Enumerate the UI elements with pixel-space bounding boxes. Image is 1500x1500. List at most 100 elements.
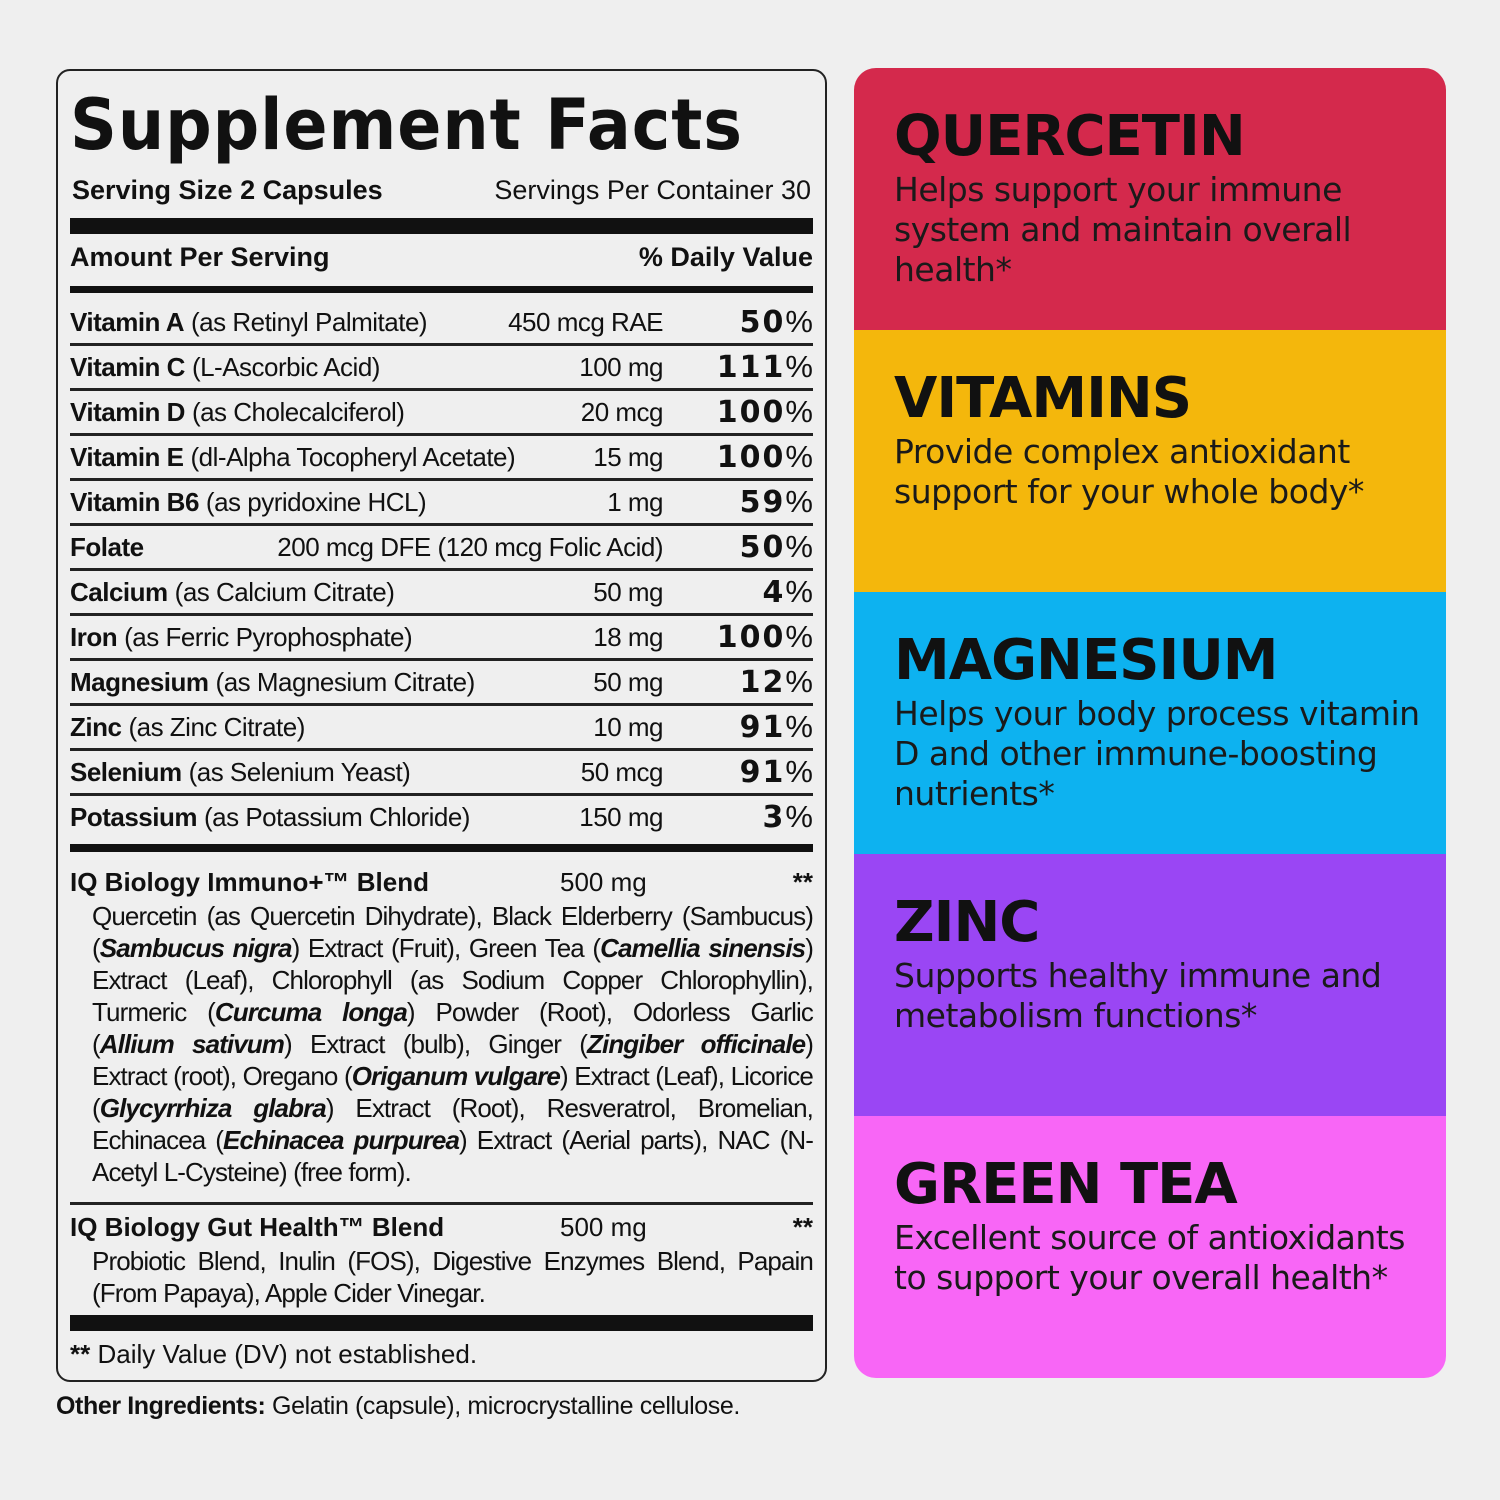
nutrient-row: Iron (as Ferric Pyrophosphate) 18 mg 100% (70, 616, 813, 661)
highlight-card-quercetin: QUERCETIN Helps support your immune syste… (854, 68, 1446, 330)
highlight-description: Excellent source of antioxidants to supp… (894, 1218, 1405, 1297)
nutrient-daily-value: 91% (663, 709, 813, 745)
blend-name: IQ Biology Immuno+™ Blend (70, 866, 429, 897)
percent-sign: % (785, 484, 813, 519)
highlights-panel: QUERCETIN Helps support your immune syste… (854, 68, 1446, 1378)
nutrient-daily-value: 59% (663, 484, 813, 520)
nutrient-amount: 200 mcg DFE (120 mcg Folic Acid) (277, 531, 663, 562)
nutrient-amount: 150 mg (579, 801, 663, 832)
nutrient-name: Zinc (70, 711, 122, 742)
nutrient-row: Vitamin E (dl-Alpha Tocopheryl Acetate) 15… (70, 436, 813, 481)
nutrient-daily-value: 91% (663, 754, 813, 790)
nutrient-daily-value: 50% (663, 304, 813, 340)
nutrient-name: Selenium (70, 756, 182, 787)
ingredient-text: ) Extract (bulb), Ginger ( (284, 1029, 588, 1059)
daily-value-number: 91 (739, 710, 786, 745)
nutrient-source: (as Cholecalciferol) (191, 396, 405, 427)
ingredient-text: ) Powder (Root), Odorless Garlic ( (92, 997, 814, 1059)
nutrient-table: Vitamin A (as Retinyl Palmitate) 450 mcg R… (70, 301, 813, 838)
highlight-card-zinc: ZINC Supports healthy immune and metaboli… (854, 854, 1446, 1116)
other-ingredients: Other Ingredients: Gelatin (capsule), mi… (56, 1392, 827, 1421)
ingredient-text: ) Extract (root), Oregano ( (92, 1029, 814, 1091)
percent-sign: % (785, 439, 813, 474)
percent-sign: % (785, 664, 813, 699)
daily-value-number: 100 (716, 440, 786, 475)
daily-value-number: 12 (739, 665, 786, 700)
ingredient-text: Quercetin (as Quercetin Dihydrate), Blac… (92, 901, 814, 963)
nutrient-daily-value: 100% (663, 439, 813, 475)
blend-amount: 500 mg (560, 1211, 647, 1242)
blend-ingredients: Quercetin (as Quercetin Dihydrate), Blac… (92, 900, 814, 1188)
nutrient-row: Folate 200 mcg DFE (120 mcg Folic Acid) 50… (70, 526, 813, 571)
nutrient-name: Vitamin A (70, 306, 184, 337)
nutrient-name: Folate (70, 531, 144, 562)
nutrient-row: Vitamin A (as Retinyl Palmitate) 450 mcg R… (70, 301, 813, 346)
nutrient-amount: 450 mcg RAE (508, 306, 663, 337)
nutrient-source: (as Ferric Pyrophosphate) (124, 621, 413, 652)
nutrient-name: Magnesium (70, 666, 209, 697)
nutrient-row: Vitamin C (L-Ascorbic Acid) 100 mg 111% (70, 346, 813, 391)
blend-amount: 500 mg (560, 866, 647, 897)
ingredient-text: ) Extract (Root), Resveratrol, Bromelian… (92, 1093, 814, 1155)
botanical-name: Curcuma longa (214, 997, 408, 1027)
percent-sign: % (785, 709, 813, 744)
percent-sign: % (785, 304, 813, 339)
ingredient-text: ) Extract (Leaf), Chlorophyll (as Sodium… (92, 933, 814, 1027)
nutrient-name: Vitamin E (70, 441, 184, 472)
daily-value-number: 50 (739, 530, 786, 565)
ingredient-text: ) Extract (Leaf), Licorice ( (92, 1061, 814, 1123)
blend-ingredients: Probiotic Blend, Inulin (FOS), Digestive… (92, 1245, 814, 1309)
nutrient-amount: 18 mg (593, 621, 663, 652)
divider (70, 844, 813, 852)
nutrient-row: Calcium (as Calcium Citrate) 50 mg 4% (70, 571, 813, 616)
botanical-name: Camellia sinensis (600, 933, 806, 963)
divider-thick (70, 1315, 813, 1331)
nutrient-source: (as Selenium Yeast) (188, 756, 411, 787)
botanical-name: Glycyrrhiza glabra (99, 1093, 327, 1123)
highlight-description: Helps support your immune system and mai… (894, 170, 1352, 289)
nutrient-source: (as Zinc Citrate) (128, 711, 305, 742)
footnote-mark: ** (70, 1339, 91, 1369)
supplement-facts-panel: Supplement Facts Serving Size 2 Capsules… (56, 69, 827, 1382)
percent-sign: % (785, 529, 813, 564)
nutrient-source: (as Calcium Citrate) (174, 576, 395, 607)
blend-daily-value: ** (792, 1211, 813, 1242)
daily-value-header: % Daily Value (638, 242, 813, 272)
percent-sign: % (785, 574, 813, 609)
blend-header: IQ Biology Gut Health™ Blend 500 mg ** (70, 1209, 813, 1245)
botanical-name: Zingiber officinale (587, 1029, 806, 1059)
percent-sign: % (785, 754, 813, 789)
serving-size: Serving Size 2 Capsules (72, 175, 383, 205)
nutrient-source: (L-Ascorbic Acid) (191, 351, 381, 382)
daily-value-number: 111 (716, 350, 786, 385)
nutrient-source: (as Magnesium Citrate) (215, 666, 476, 697)
nutrient-amount: 10 mg (593, 711, 663, 742)
highlight-card-vitamins: VITAMINS Provide complex antioxidant supp… (854, 330, 1446, 592)
nutrient-daily-value: 4% (663, 574, 813, 610)
highlight-description: Provide complex antioxidant support for … (894, 432, 1364, 511)
panel-title: Supplement Facts (70, 84, 743, 166)
blend-name: IQ Biology Gut Health™ Blend (70, 1211, 445, 1242)
highlight-title: ZINC (894, 890, 1040, 955)
percent-sign: % (785, 394, 813, 429)
nutrient-daily-value: 50% (663, 529, 813, 565)
percent-sign: % (785, 349, 813, 384)
daily-value-number: 3 (762, 800, 786, 835)
botanical-name: Sambucus nigra (99, 933, 293, 963)
nutrient-daily-value: 12% (663, 664, 813, 700)
divider (70, 1202, 813, 1205)
daily-value-number: 100 (716, 395, 786, 430)
highlight-title: QUERCETIN (894, 104, 1246, 169)
nutrient-name: Vitamin B6 (70, 486, 199, 517)
other-ingredients-label: Other Ingredients: (56, 1392, 266, 1420)
divider-thick (70, 218, 813, 234)
botanical-name: Allium sativum (99, 1029, 285, 1059)
nutrient-source: (as pyridoxine HCL) (205, 486, 427, 517)
blend-daily-value: ** (792, 866, 813, 897)
nutrient-name: Iron (70, 621, 118, 652)
highlight-description: Helps your body process vitamin D and ot… (894, 694, 1420, 813)
nutrient-name: Vitamin D (70, 396, 185, 427)
nutrient-row: Magnesium (as Magnesium Citrate) 50 mg 12% (70, 661, 813, 706)
nutrient-row: Selenium (as Selenium Yeast) 50 mcg 91% (70, 751, 813, 796)
nutrient-amount: 15 mg (593, 441, 663, 472)
